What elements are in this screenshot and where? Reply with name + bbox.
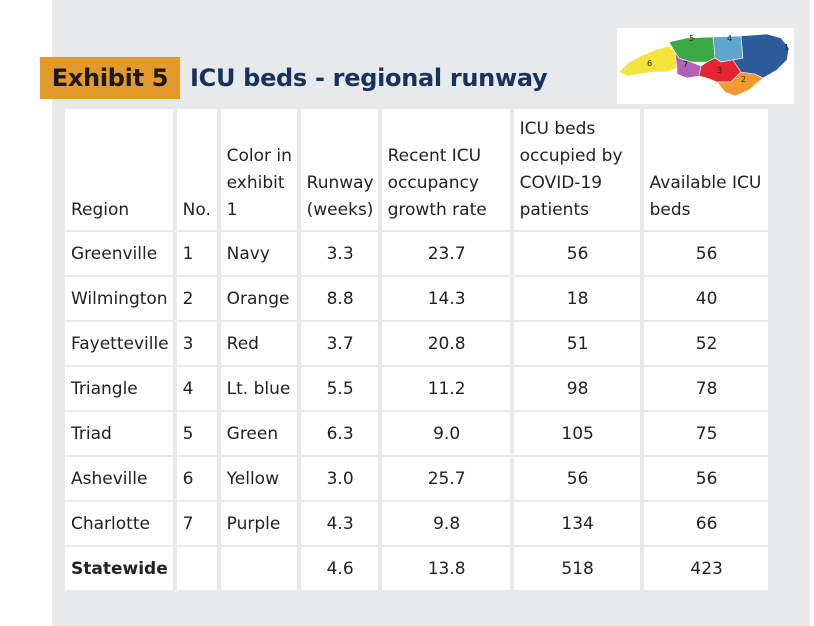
cell-runway: 8.8: [300, 277, 378, 320]
cell-color: Purple: [220, 502, 297, 545]
cell-color: Orange: [220, 277, 297, 320]
header-available: Available ICU beds: [643, 109, 768, 230]
header-runway: Runway (weeks): [300, 109, 378, 230]
cell-available-total: 423: [643, 547, 768, 590]
cell-growth: 20.8: [381, 322, 510, 365]
cell-no: 6: [176, 457, 217, 500]
regional-map: 1 2 3 4 5 6 7: [617, 28, 794, 104]
cell-runway-total: 4.6: [300, 547, 378, 590]
table-row: Charlotte 7 Purple 4.3 9.8 134 66: [65, 502, 768, 545]
table-header-row: Region No. Color in exhibit 1 Runway (we…: [65, 109, 768, 230]
cell-no: 5: [176, 412, 217, 455]
cell-color: Yellow: [220, 457, 297, 500]
header-occupied: ICU beds occupied by COVID-19 patients: [513, 109, 640, 230]
map-region-number: 6: [647, 59, 652, 68]
cell-no: 4: [176, 367, 217, 410]
cell-runway: 4.3: [300, 502, 378, 545]
cell-occupied: 18: [513, 277, 640, 320]
cell-available: 75: [643, 412, 768, 455]
cell-region: Triangle: [65, 367, 173, 410]
cell-runway: 6.3: [300, 412, 378, 455]
map-region-number: 4: [727, 34, 732, 43]
cell-runway: 5.5: [300, 367, 378, 410]
cell-growth: 9.8: [381, 502, 510, 545]
table-row: Greenville 1 Navy 3.3 23.7 56 56: [65, 232, 768, 275]
cell-runway: 3.3: [300, 232, 378, 275]
cell-no-total: [176, 547, 217, 590]
cell-region: Greenville: [65, 232, 173, 275]
table-row: Triangle 4 Lt. blue 5.5 11.2 98 78: [65, 367, 768, 410]
cell-region: Triad: [65, 412, 173, 455]
exhibit-label: Exhibit 5: [40, 57, 180, 99]
cell-runway: 3.7: [300, 322, 378, 365]
table-row: Fayetteville 3 Red 3.7 20.8 51 52: [65, 322, 768, 365]
cell-occupied: 56: [513, 457, 640, 500]
cell-growth-total: 13.8: [381, 547, 510, 590]
table-row: Triad 5 Green 6.3 9.0 105 75: [65, 412, 768, 455]
cell-available: 66: [643, 502, 768, 545]
cell-region: Fayetteville: [65, 322, 173, 365]
cell-region-total: Statewide: [65, 547, 173, 590]
cell-no: 2: [176, 277, 217, 320]
map-region-number: 7: [683, 60, 688, 69]
header-growth-rate: Recent ICU occupancy growth rate: [381, 109, 510, 230]
cell-no: 3: [176, 322, 217, 365]
north-carolina-map-graphic: 1 2 3 4 5 6 7: [618, 33, 790, 97]
exhibit-title: ICU beds - regional runway: [190, 64, 548, 92]
cell-occupied: 105: [513, 412, 640, 455]
table-total-row: Statewide 4.6 13.8 518 423: [65, 547, 768, 590]
cell-region: Charlotte: [65, 502, 173, 545]
cell-growth: 11.2: [381, 367, 510, 410]
cell-color: Green: [220, 412, 297, 455]
header-no: No.: [176, 109, 217, 230]
cell-region: Asheville: [65, 457, 173, 500]
cell-growth: 25.7: [381, 457, 510, 500]
header-region: Region: [65, 109, 173, 230]
cell-region: Wilmington: [65, 277, 173, 320]
cell-no: 7: [176, 502, 217, 545]
map-region-number: 1: [784, 43, 789, 52]
cell-occupied-total: 518: [513, 547, 640, 590]
cell-occupied: 134: [513, 502, 640, 545]
cell-color: Lt. blue: [220, 367, 297, 410]
cell-growth: 9.0: [381, 412, 510, 455]
cell-color: Red: [220, 322, 297, 365]
cell-growth: 14.3: [381, 277, 510, 320]
header-color: Color in exhibit 1: [220, 109, 297, 230]
cell-available: 52: [643, 322, 768, 365]
cell-occupied: 56: [513, 232, 640, 275]
map-region-number: 3: [717, 66, 722, 75]
cell-available: 78: [643, 367, 768, 410]
cell-no: 1: [176, 232, 217, 275]
cell-runway: 3.0: [300, 457, 378, 500]
cell-available: 56: [643, 457, 768, 500]
map-region-number: 5: [689, 34, 694, 43]
cell-growth: 23.7: [381, 232, 510, 275]
cell-color-total: [220, 547, 297, 590]
icu-beds-table: Region No. Color in exhibit 1 Runway (we…: [61, 107, 772, 592]
cell-available: 40: [643, 277, 768, 320]
cell-available: 56: [643, 232, 768, 275]
table-row: Wilmington 2 Orange 8.8 14.3 18 40: [65, 277, 768, 320]
table-row: Asheville 6 Yellow 3.0 25.7 56 56: [65, 457, 768, 500]
map-region-number: 2: [741, 75, 746, 84]
cell-color: Navy: [220, 232, 297, 275]
cell-occupied: 98: [513, 367, 640, 410]
cell-occupied: 51: [513, 322, 640, 365]
